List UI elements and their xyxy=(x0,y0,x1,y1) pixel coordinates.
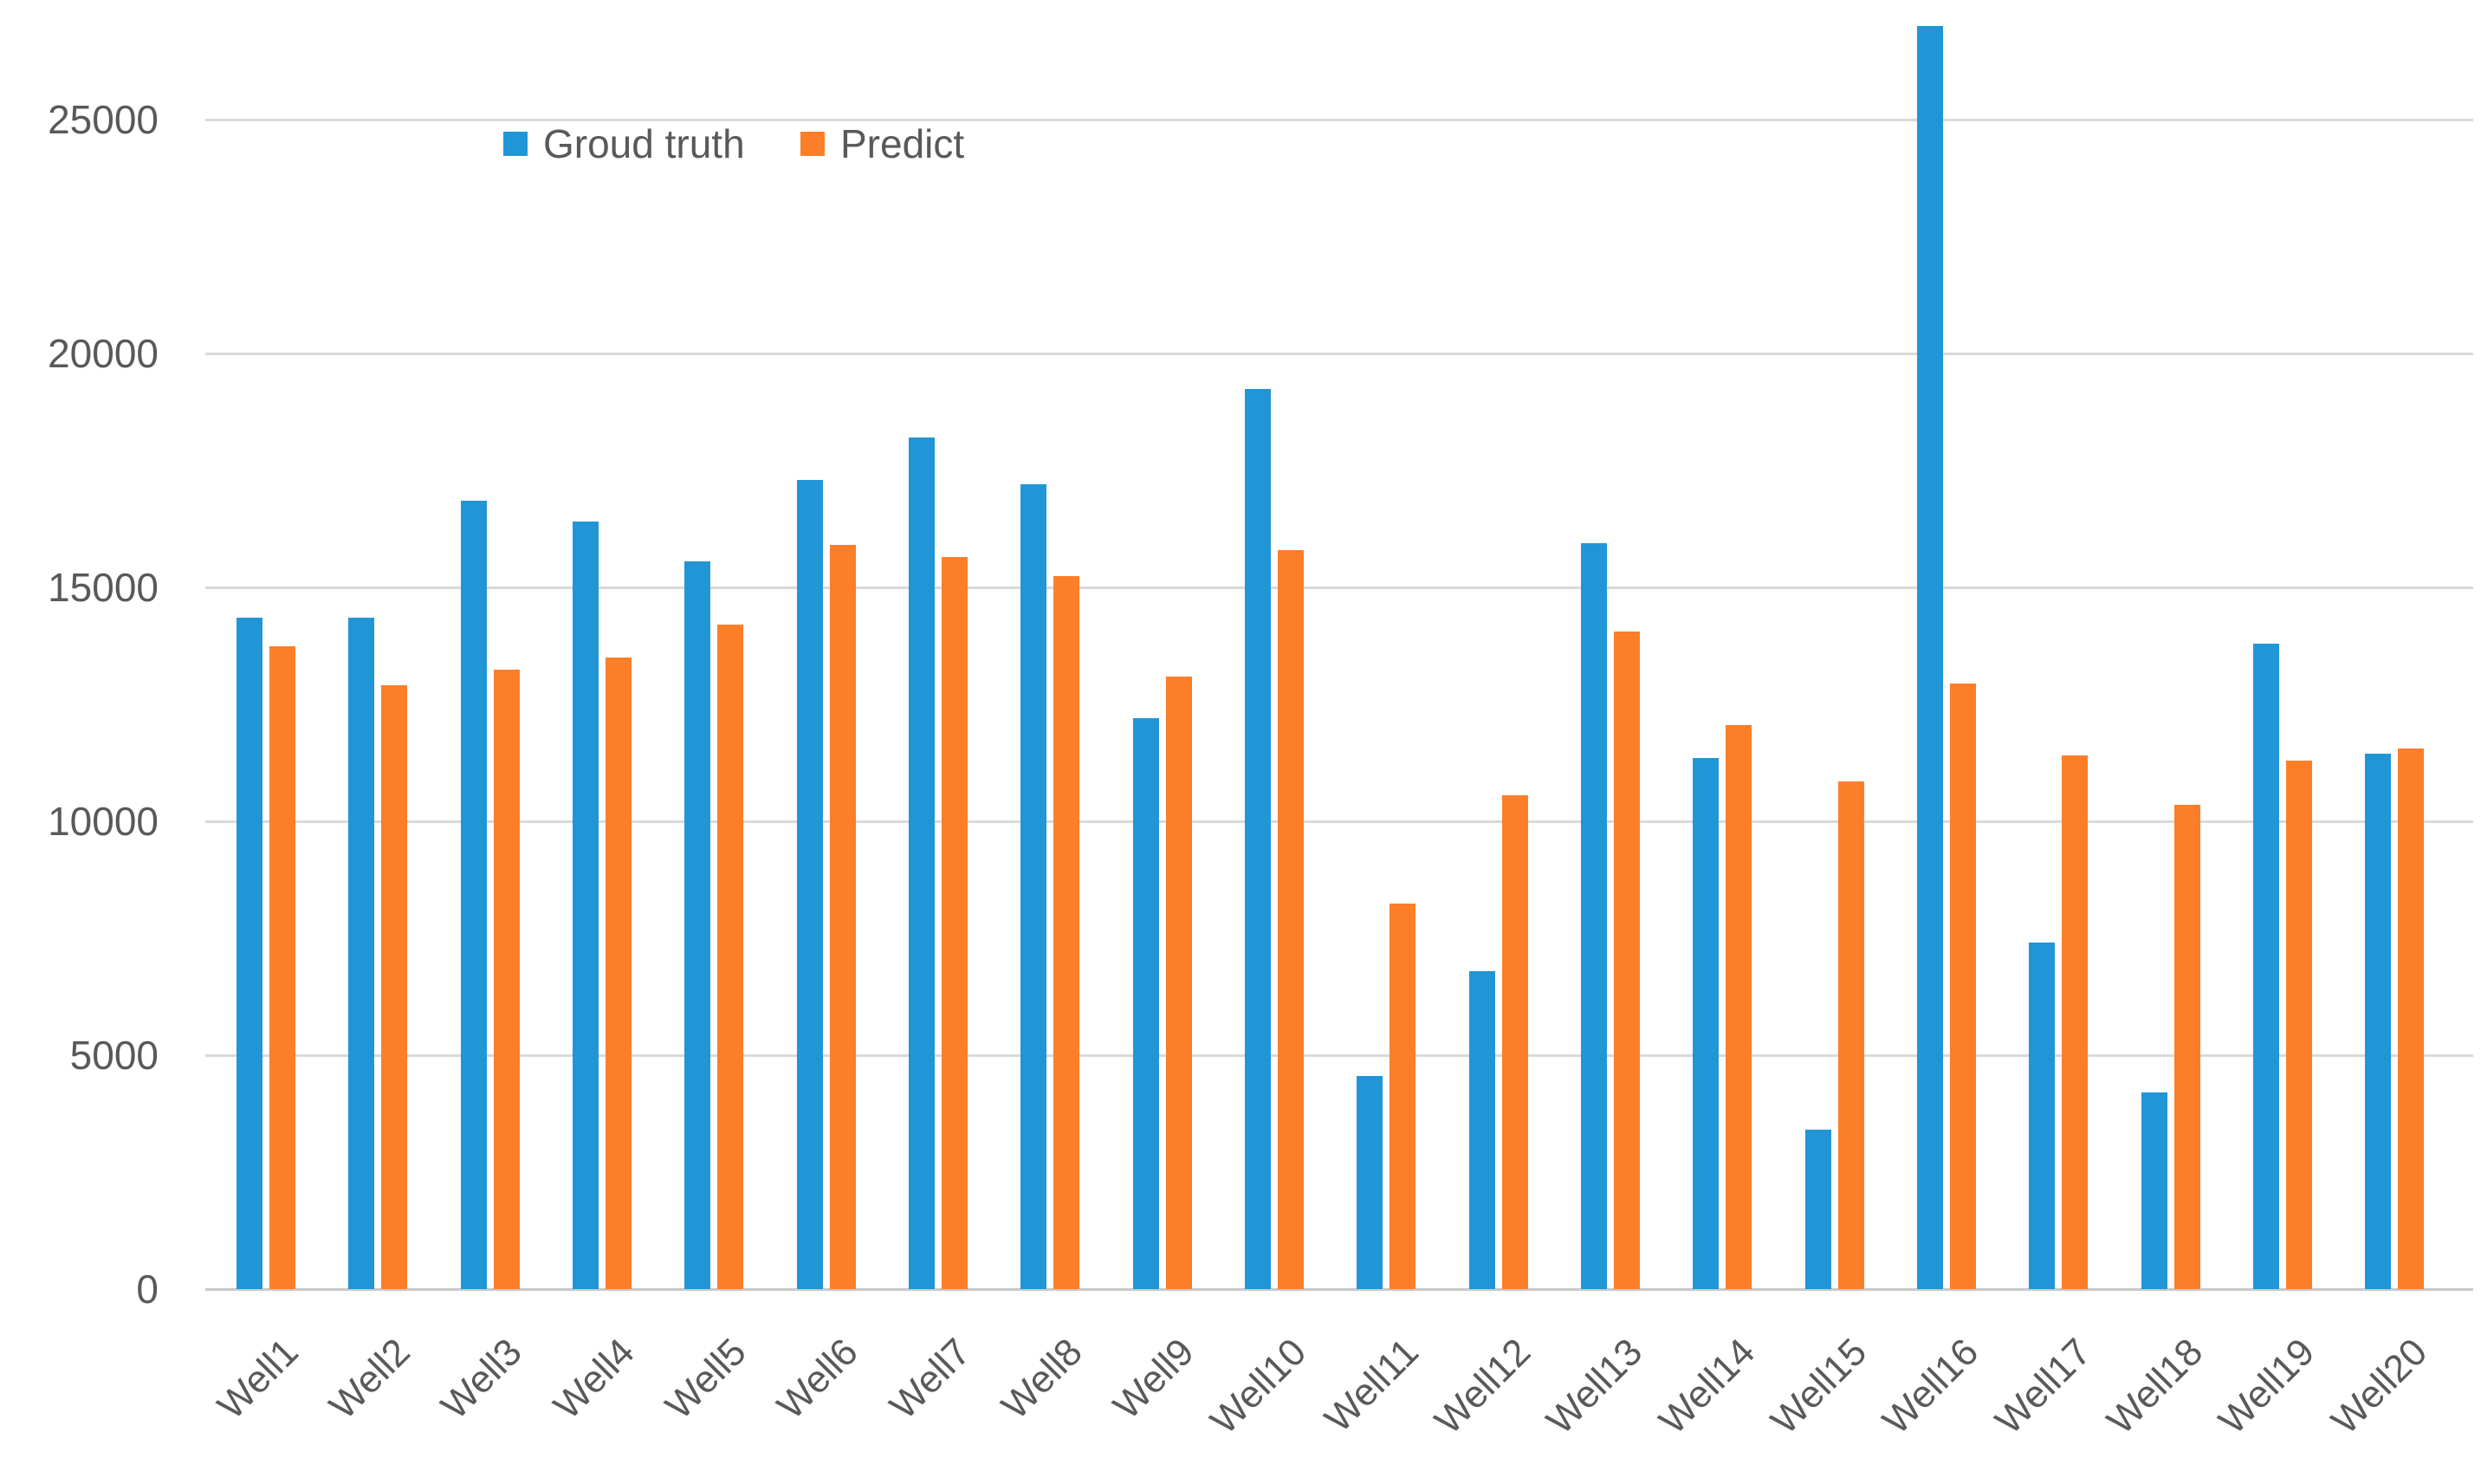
bar-groud-truth-well2 xyxy=(348,618,375,1289)
y-tick-label-0: 0 xyxy=(136,1267,159,1312)
x-tick-label-well9: Well9 xyxy=(1105,1330,1203,1428)
bar-groud-truth-well17 xyxy=(2029,943,2056,1289)
bar-predict-well11 xyxy=(1389,903,1416,1289)
bar-groud-truth-well13 xyxy=(1580,542,1607,1289)
bar-predict-well4 xyxy=(605,658,632,1289)
bar-groud-truth-well14 xyxy=(1693,758,1720,1289)
bar-groud-truth-well8 xyxy=(1020,484,1047,1289)
legend-label-predict: Predict xyxy=(840,121,965,166)
x-tick-label-well8: Well8 xyxy=(993,1330,1091,1428)
gridline-10000 xyxy=(205,820,2473,823)
x-tick-label-well19: Well19 xyxy=(2211,1330,2323,1443)
bar-groud-truth-well18 xyxy=(2141,1092,2167,1289)
bar-predict-well7 xyxy=(941,556,968,1289)
bar-predict-well15 xyxy=(1837,781,1864,1289)
x-tick-label-well11: Well11 xyxy=(1316,1330,1427,1441)
bar-groud-truth-well20 xyxy=(2365,753,2392,1289)
bar-groud-truth-well3 xyxy=(460,501,487,1289)
bar-groud-truth-well5 xyxy=(684,561,711,1289)
legend-swatch-predict xyxy=(800,132,825,156)
bar-groud-truth-well16 xyxy=(1916,26,1943,1289)
x-tick-label-well10: Well10 xyxy=(1202,1330,1315,1443)
bar-predict-well3 xyxy=(493,669,520,1289)
bar-predict-well5 xyxy=(717,625,744,1289)
y-tick-label-5000: 5000 xyxy=(69,1033,159,1078)
bar-groud-truth-well9 xyxy=(1132,718,1159,1289)
x-tick-label-well4: Well4 xyxy=(545,1330,643,1428)
bar-groud-truth-well10 xyxy=(1244,388,1271,1289)
x-tick-label-well17: Well17 xyxy=(1986,1330,2099,1443)
x-tick-label-well3: Well3 xyxy=(433,1330,531,1428)
gridline-5000 xyxy=(205,1054,2473,1057)
bar-groud-truth-well1 xyxy=(236,618,262,1289)
bar-predict-well8 xyxy=(1053,575,1080,1289)
x-tick-label-well7: Well7 xyxy=(881,1330,979,1428)
x-tick-label-well5: Well5 xyxy=(657,1330,755,1428)
bar-predict-well10 xyxy=(1277,549,1304,1289)
bar-groud-truth-well19 xyxy=(2252,643,2279,1289)
bar-groud-truth-well12 xyxy=(1468,970,1495,1289)
x-axis-line xyxy=(205,1288,2473,1291)
bar-predict-well16 xyxy=(1949,683,1976,1289)
x-tick-label-well12: Well12 xyxy=(1426,1330,1539,1443)
legend-swatch-groud-truth xyxy=(503,132,528,156)
x-tick-label-well18: Well18 xyxy=(2098,1330,2212,1443)
x-tick-label-well13: Well13 xyxy=(1538,1330,1651,1443)
bar-groud-truth-well15 xyxy=(1804,1130,1831,1289)
bar-predict-well13 xyxy=(1613,632,1640,1289)
bar-groud-truth-well6 xyxy=(796,479,823,1289)
bar-predict-well9 xyxy=(1165,676,1192,1289)
x-tick-label-well2: Well2 xyxy=(321,1330,418,1428)
bar-predict-well1 xyxy=(269,645,295,1289)
x-tick-label-well20: Well20 xyxy=(2322,1330,2435,1443)
gridline-25000 xyxy=(205,119,2473,121)
legend-label-groud-truth: Groud truth xyxy=(543,121,745,166)
x-tick-label-well6: Well6 xyxy=(769,1330,867,1428)
x-tick-label-well16: Well16 xyxy=(1875,1330,1987,1443)
bar-predict-well14 xyxy=(1726,725,1752,1289)
y-tick-label-15000: 15000 xyxy=(48,565,159,610)
bar-predict-well19 xyxy=(2285,760,2312,1289)
bar-groud-truth-well4 xyxy=(572,522,599,1289)
x-tick-label-well14: Well14 xyxy=(1650,1330,1763,1443)
bar-predict-well18 xyxy=(2173,805,2200,1289)
bar-predict-well2 xyxy=(381,685,408,1289)
x-tick-label-well1: Well1 xyxy=(209,1330,307,1428)
y-tick-label-25000: 25000 xyxy=(48,97,159,142)
bar-predict-well6 xyxy=(829,545,856,1289)
x-tick-label-well15: Well15 xyxy=(1762,1330,1875,1443)
gridline-20000 xyxy=(205,353,2473,355)
bar-groud-truth-well11 xyxy=(1357,1076,1383,1289)
y-tick-label-10000: 10000 xyxy=(48,799,159,844)
gridline-15000 xyxy=(205,586,2473,589)
bar-predict-well17 xyxy=(2062,755,2089,1289)
bar-predict-well20 xyxy=(2398,748,2425,1289)
bar-predict-well12 xyxy=(1501,795,1528,1289)
y-tick-label-20000: 20000 xyxy=(48,331,159,376)
bar-groud-truth-well7 xyxy=(908,437,935,1289)
